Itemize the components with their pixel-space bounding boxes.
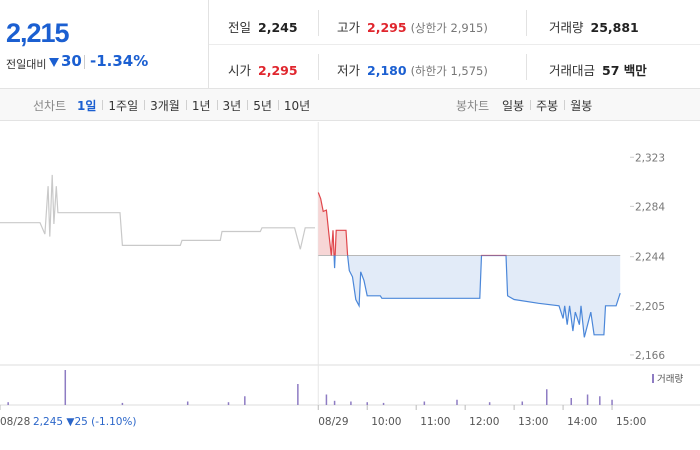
separator — [84, 55, 85, 69]
stat-label: 고가 — [337, 20, 361, 35]
stat-note: (하한가 1,575) — [410, 64, 488, 78]
legend-label: 거래량 — [657, 373, 683, 385]
tab-bar: 선차트 1일 1주일 3개월 1년 3년 5년 10년 봉차트 일봉 주봉 월봉 — [0, 88, 700, 121]
stat-label: 저가 — [337, 63, 361, 78]
stat: 거래량 25,881 — [549, 17, 639, 36]
candle-tab[interactable]: 주봉 — [536, 99, 559, 113]
candle-tab[interactable]: 일봉 — [502, 99, 525, 113]
divider — [526, 10, 527, 36]
period-tab[interactable]: 1주일 — [108, 99, 139, 113]
change-label: 전일대비 — [6, 58, 47, 71]
change: 30 — [61, 52, 82, 70]
candle-tab[interactable]: 월봉 — [570, 99, 593, 113]
divider — [209, 44, 700, 45]
prev-summary: 2,245 ▼25 (-1.10%) — [33, 416, 137, 428]
stat-value: 57 백만 — [602, 63, 647, 78]
volume-bar — [570, 398, 572, 405]
period-tab[interactable]: 10년 — [283, 99, 311, 113]
stat-label: 전일 — [228, 20, 252, 35]
volume-bar — [488, 402, 491, 405]
area-down — [331, 255, 621, 338]
separator — [277, 100, 279, 110]
tab-label: 선차트 — [33, 99, 67, 113]
change-rate: -1.34% — [90, 52, 149, 70]
separator — [564, 100, 566, 110]
volume-bar — [244, 396, 246, 405]
divider — [208, 0, 209, 88]
line-down — [330, 255, 621, 338]
divider — [318, 10, 319, 36]
separator — [216, 100, 218, 110]
x-tick-label: 08/29 — [318, 416, 348, 428]
volume-bar — [366, 402, 368, 405]
x-tick-label: 10:00 — [371, 416, 401, 428]
stat-label: 거래대금 — [549, 63, 596, 78]
volume-bar — [521, 401, 524, 405]
separator — [530, 100, 532, 110]
y-tick-label: 2,284 — [635, 201, 665, 213]
period-tab[interactable]: 3개월 — [150, 99, 180, 113]
volume-bar — [121, 402, 124, 405]
volume-bar — [350, 401, 352, 405]
tab-label: 봉차트 — [456, 99, 490, 113]
y-tick-label: 2,244 — [635, 252, 665, 264]
y-tick-label: 2,166 — [635, 350, 665, 362]
stat-label: 거래량 — [549, 20, 584, 35]
period-tab[interactable]: 5년 — [253, 99, 272, 113]
current-price: 2,215 — [6, 18, 70, 48]
separator — [185, 100, 187, 110]
y-tick-label: 2,205 — [635, 301, 665, 313]
x-tick-label: 11:00 — [420, 416, 450, 428]
divider — [318, 54, 319, 80]
stat-value: 2,295 — [258, 63, 298, 78]
volume-bar — [611, 399, 613, 405]
volume-bar — [325, 394, 328, 405]
stat: 저가 2,180 (하한가 1,575) — [337, 60, 488, 79]
volume-bar — [186, 401, 189, 405]
volume-bar — [382, 402, 385, 405]
stat: 거래대금 57 백만 — [549, 60, 647, 79]
volume-bar — [333, 400, 336, 405]
x-tick-label: 08/28 — [0, 416, 30, 428]
x-tick-label: 12:00 — [469, 416, 499, 428]
volume-bar — [297, 384, 299, 405]
stat: 시가 2,295 — [228, 60, 298, 79]
period-tab[interactable]: 3년 — [222, 99, 242, 113]
volume-bar — [7, 402, 9, 405]
stat-label: 시가 — [228, 63, 252, 78]
period-tab[interactable]: 1일 — [77, 99, 97, 113]
y-tick-label: 2,323 — [635, 152, 665, 164]
stat-value: 25,881 — [590, 20, 639, 35]
volume-bar — [456, 399, 458, 405]
stat-value: 2,180 — [367, 63, 407, 78]
stat: 고가 2,295 (상한가 2,915) — [337, 17, 488, 36]
separator — [102, 100, 104, 110]
volume-bar — [586, 394, 589, 405]
stat: 전일 2,245 — [228, 17, 298, 36]
line — [0, 174, 315, 250]
legend-swatch — [652, 374, 654, 383]
separator — [247, 100, 249, 110]
volume-bar — [599, 396, 601, 405]
down-icon — [49, 58, 59, 67]
volume-bar — [546, 389, 548, 405]
period-tab[interactable]: 1년 — [191, 99, 211, 113]
volume-bar — [64, 370, 67, 405]
stat-note: (상한가 2,915) — [410, 21, 488, 35]
x-tick-label: 13:00 — [518, 416, 548, 428]
stat-value: 2,295 — [367, 20, 407, 35]
divider — [526, 54, 527, 80]
separator — [144, 100, 146, 110]
stat-value: 2,245 — [258, 20, 298, 35]
x-tick-label: 14:00 — [567, 416, 597, 428]
volume-bar — [227, 402, 230, 405]
volume-bar — [423, 401, 426, 405]
x-tick-label: 15:00 — [616, 416, 646, 428]
